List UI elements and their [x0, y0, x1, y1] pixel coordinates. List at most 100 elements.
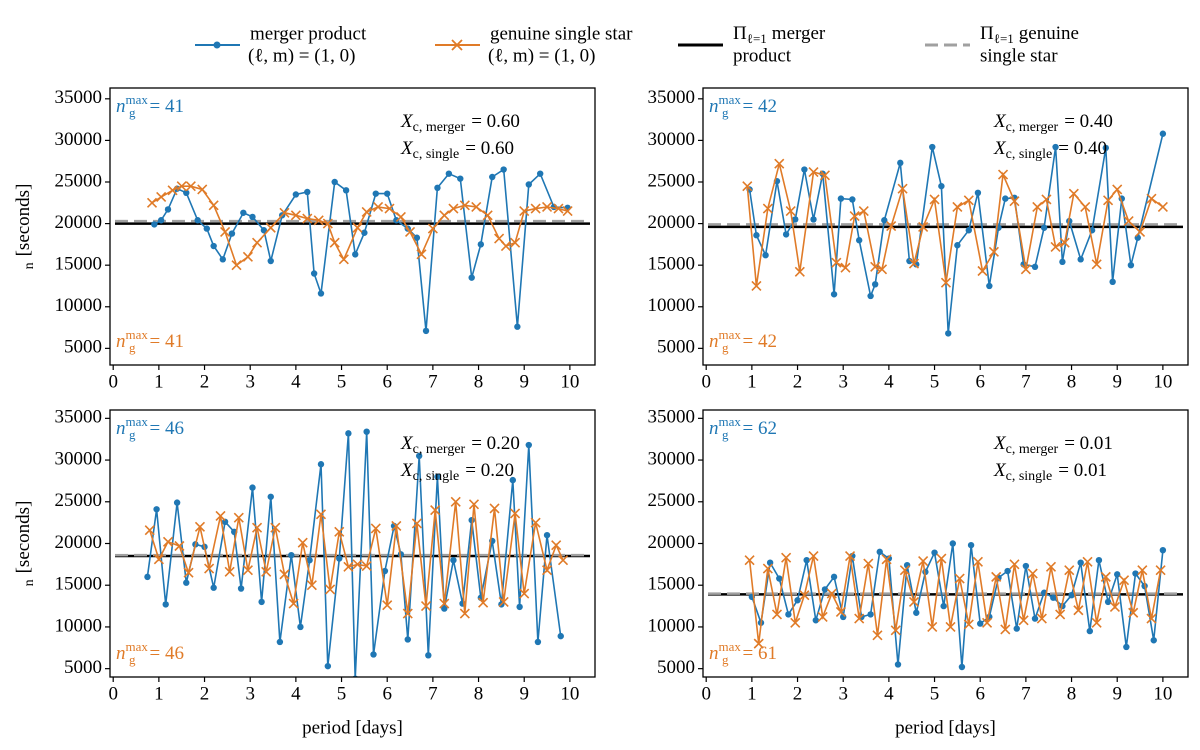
point: [938, 182, 945, 190]
annotation: Xc, merger = 0.20: [400, 433, 520, 457]
point: [530, 203, 541, 214]
point: [894, 661, 902, 668]
point: [1132, 570, 1139, 577]
symbol: X: [993, 460, 1007, 481]
y-tick-label: 20000: [55, 532, 103, 553]
point: [965, 227, 972, 234]
text: = 0.01: [1064, 433, 1113, 454]
superscript: max: [126, 639, 149, 654]
point: [557, 555, 569, 566]
point: [228, 230, 236, 237]
point: [279, 569, 290, 580]
point: [1103, 195, 1114, 206]
point: [404, 636, 411, 643]
point: [267, 493, 274, 500]
point: [1123, 216, 1134, 227]
point: [790, 617, 801, 628]
point: [258, 598, 265, 606]
point: [876, 548, 883, 556]
point: [391, 520, 402, 532]
point: [762, 203, 773, 214]
point: [352, 559, 363, 570]
point: [530, 517, 541, 528]
x-tick-label: 10: [1153, 683, 1172, 704]
symbol: X: [993, 111, 1007, 132]
point: [812, 617, 820, 624]
point: [361, 229, 368, 236]
point: [1146, 613, 1157, 624]
text: = 0.60: [465, 138, 514, 159]
symbol: X: [400, 460, 414, 481]
text: = 0.40: [1058, 138, 1107, 159]
y-tick-label: 20000: [648, 532, 696, 553]
point: [251, 237, 263, 248]
x-tick-label: 7: [428, 683, 438, 704]
point: [183, 579, 190, 586]
y-tick-label: 25000: [648, 490, 696, 511]
point: [215, 510, 226, 522]
point: [954, 573, 965, 584]
point: [219, 256, 227, 263]
symbol: n: [709, 418, 719, 439]
point: [1077, 256, 1084, 263]
point: [519, 206, 530, 217]
point: [1059, 237, 1070, 248]
legend-label: product: [733, 45, 792, 66]
text: = 0.20: [465, 460, 514, 481]
symbol: n: [116, 418, 126, 439]
point: [329, 237, 340, 248]
x-tick-label: 5: [337, 683, 347, 704]
point: [1155, 565, 1166, 576]
series-line: [748, 555, 1162, 644]
point: [810, 216, 817, 223]
point: [991, 571, 1002, 582]
point: [835, 606, 846, 617]
point: [794, 266, 805, 277]
point: [553, 203, 564, 214]
subscript: g: [129, 340, 136, 355]
text: = 42: [742, 96, 776, 117]
point: [144, 573, 151, 581]
point: [849, 211, 860, 222]
panel: [708, 540, 1183, 671]
legend-label: (ℓ, m) = (1, 0): [488, 45, 595, 66]
point: [224, 566, 235, 577]
point: [174, 540, 185, 552]
x-tick-label: 3: [838, 371, 848, 392]
x-tick-label: 5: [337, 371, 347, 392]
point: [288, 598, 299, 609]
legend-label: merger product: [250, 23, 367, 44]
point: [185, 181, 196, 192]
text: [seconds]: [13, 184, 34, 257]
point: [450, 496, 461, 507]
point: [1041, 194, 1052, 205]
y-tick-label: 15000: [648, 254, 696, 275]
y-tick-label: 25000: [55, 490, 103, 511]
point: [144, 525, 155, 536]
point: [908, 596, 920, 607]
point: [310, 270, 318, 277]
point: [363, 428, 370, 435]
point: [929, 143, 936, 151]
point: [1123, 643, 1130, 651]
point: [317, 461, 325, 468]
point: [338, 254, 349, 265]
point: [194, 217, 201, 224]
x-tick-label: 3: [245, 683, 255, 704]
point: [173, 499, 181, 506]
point: [831, 257, 842, 268]
point: [478, 597, 489, 608]
text: = 41: [149, 331, 183, 352]
point: [967, 541, 975, 549]
panel: [708, 130, 1183, 337]
x-tick-label: 4: [884, 683, 894, 704]
point: [322, 218, 333, 229]
symbol: Π: [980, 23, 994, 44]
point: [541, 565, 553, 576]
point: [830, 291, 838, 298]
point: [988, 246, 999, 257]
superscript: max: [719, 639, 742, 654]
point: [1059, 258, 1066, 266]
point: [292, 191, 300, 198]
point: [897, 183, 908, 194]
